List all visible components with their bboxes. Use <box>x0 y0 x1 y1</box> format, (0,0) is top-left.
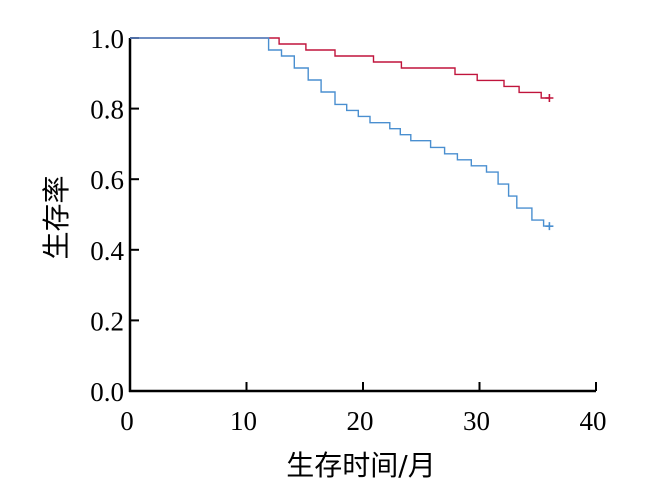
x-tick-label: 10 <box>230 406 257 436</box>
x-tick-label: 20 <box>347 406 374 436</box>
series-1-censor-mark <box>545 94 554 103</box>
axes-group <box>128 38 596 393</box>
y-tick-label: 0.6 <box>90 165 124 195</box>
y-tick-label: 0.0 <box>90 377 124 407</box>
y-tick-label: 0.8 <box>90 95 124 125</box>
x-tick-label: 30 <box>463 406 490 436</box>
series-2-line <box>130 37 550 227</box>
y-ticks-group: 0.0 0.2 0.4 0.6 0.8 1.0 <box>90 24 139 407</box>
x-tick-label: 40 <box>580 406 607 436</box>
x-ticks-group: 0 10 20 30 40 <box>120 382 607 436</box>
x-tick-label: 0 <box>120 406 134 436</box>
series-2-censor-mark <box>545 222 554 231</box>
series-group <box>130 37 554 231</box>
y-tick-label: 1.0 <box>90 24 124 54</box>
series-1-line <box>130 37 550 99</box>
y-tick-label: 0.2 <box>90 306 124 336</box>
y-tick-label: 0.4 <box>90 236 124 266</box>
y-axis-title: 生存率 <box>40 175 73 259</box>
x-axis-title: 生存时间/月 <box>286 449 435 482</box>
